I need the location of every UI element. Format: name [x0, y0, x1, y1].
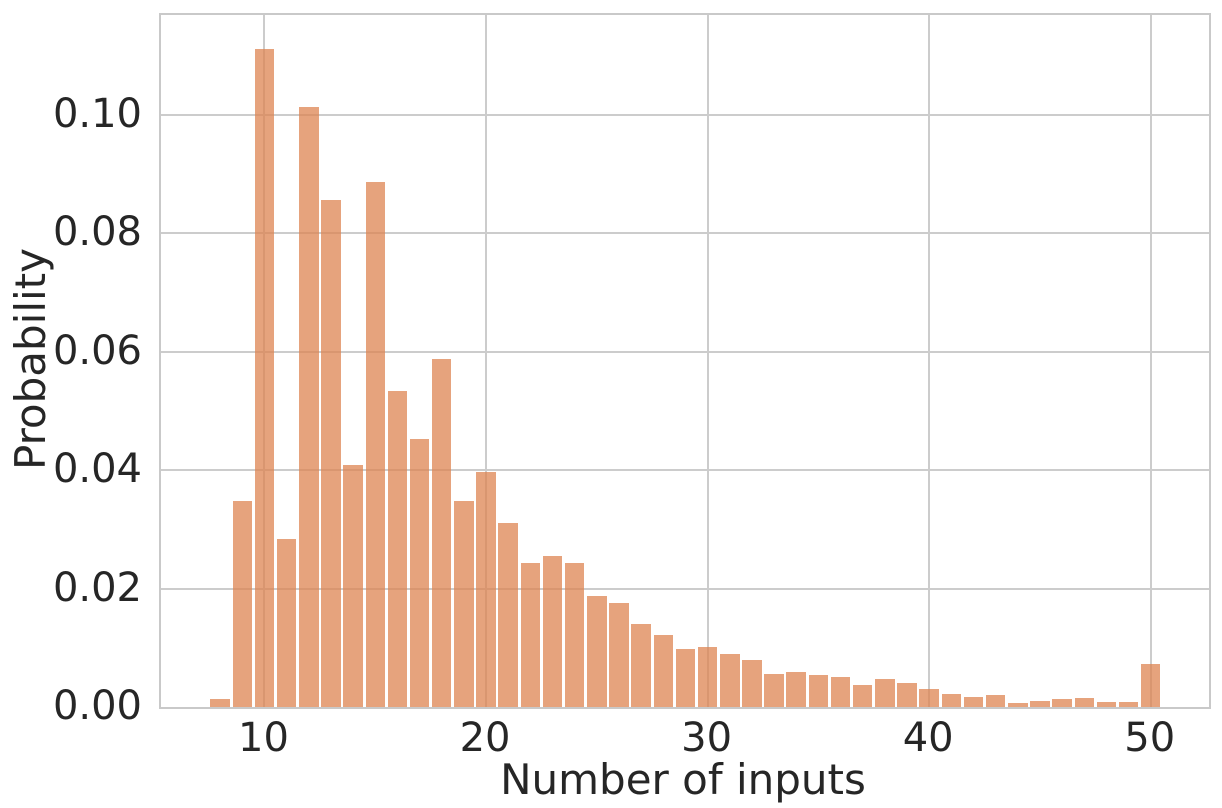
x-gridline — [1149, 15, 1152, 707]
histogram-bar — [542, 555, 563, 707]
histogram-bar — [387, 390, 408, 707]
x-tick-label: 40 — [902, 715, 954, 761]
histogram-bar — [609, 603, 629, 707]
histogram-bar — [808, 675, 829, 707]
histogram-bar — [675, 648, 696, 707]
y-tick-label: 0.02 — [52, 564, 142, 611]
x-axis-label: Number of inputs — [500, 755, 866, 804]
histogram-bar — [786, 671, 806, 707]
histogram-bar — [963, 696, 984, 707]
histogram-bar — [520, 563, 541, 707]
y-gridline — [161, 232, 1209, 235]
y-tick-label: 0.04 — [52, 446, 142, 492]
histogram-bar — [365, 181, 385, 707]
y-tick-label: 0.06 — [52, 327, 142, 374]
y-tick-label: 0.00 — [52, 683, 142, 729]
histogram-bar — [1118, 702, 1139, 707]
histogram-bar — [875, 679, 895, 707]
histogram-bar — [254, 48, 275, 707]
x-gridline — [928, 15, 931, 707]
y-gridline — [161, 350, 1209, 353]
histogram-bar — [764, 673, 784, 707]
histogram-bar — [631, 624, 651, 707]
histogram-bar — [299, 107, 319, 707]
x-gridline — [485, 15, 488, 707]
histogram-bar — [564, 563, 585, 707]
histogram-bar — [941, 694, 962, 707]
y-tick-label: 0.08 — [52, 209, 142, 256]
y-tick-label: 0.10 — [52, 90, 142, 137]
x-tick-label: 20 — [459, 715, 511, 761]
y-gridline — [161, 113, 1209, 116]
histogram-bar — [210, 699, 230, 707]
histogram-bar — [985, 695, 1006, 707]
histogram-bar — [343, 465, 363, 707]
histogram-bar — [1074, 698, 1094, 707]
histogram-bar — [830, 676, 851, 707]
histogram-bar — [321, 199, 341, 707]
histogram-bar — [897, 682, 917, 707]
histogram-bar — [409, 439, 430, 707]
histogram-bar — [587, 595, 607, 707]
histogram-bar — [431, 358, 452, 707]
histogram-bar — [1052, 699, 1072, 707]
histogram-bar — [476, 472, 496, 707]
y-gridline — [161, 587, 1209, 590]
histogram-bar — [276, 538, 297, 707]
histogram-bar — [1008, 702, 1028, 707]
histogram-bar — [919, 688, 939, 707]
x-gridline — [706, 15, 709, 707]
histogram-bar — [720, 654, 740, 707]
x-tick-label: 10 — [238, 715, 289, 761]
histogram-bar — [653, 635, 674, 707]
histogram-bar — [1140, 664, 1161, 707]
histogram-bar — [697, 647, 718, 707]
x-tick-label: 30 — [681, 715, 733, 761]
plot-area — [159, 13, 1211, 709]
histogram-bar — [1030, 700, 1050, 707]
histogram-bar — [1096, 702, 1117, 707]
histogram-bar — [232, 500, 253, 707]
x-tick-label: 50 — [1124, 715, 1176, 761]
histogram-bar — [852, 684, 873, 707]
histogram-bar — [498, 523, 518, 707]
histogram-bar — [742, 660, 762, 707]
histogram-bar — [454, 500, 474, 707]
y-gridline — [161, 469, 1209, 471]
